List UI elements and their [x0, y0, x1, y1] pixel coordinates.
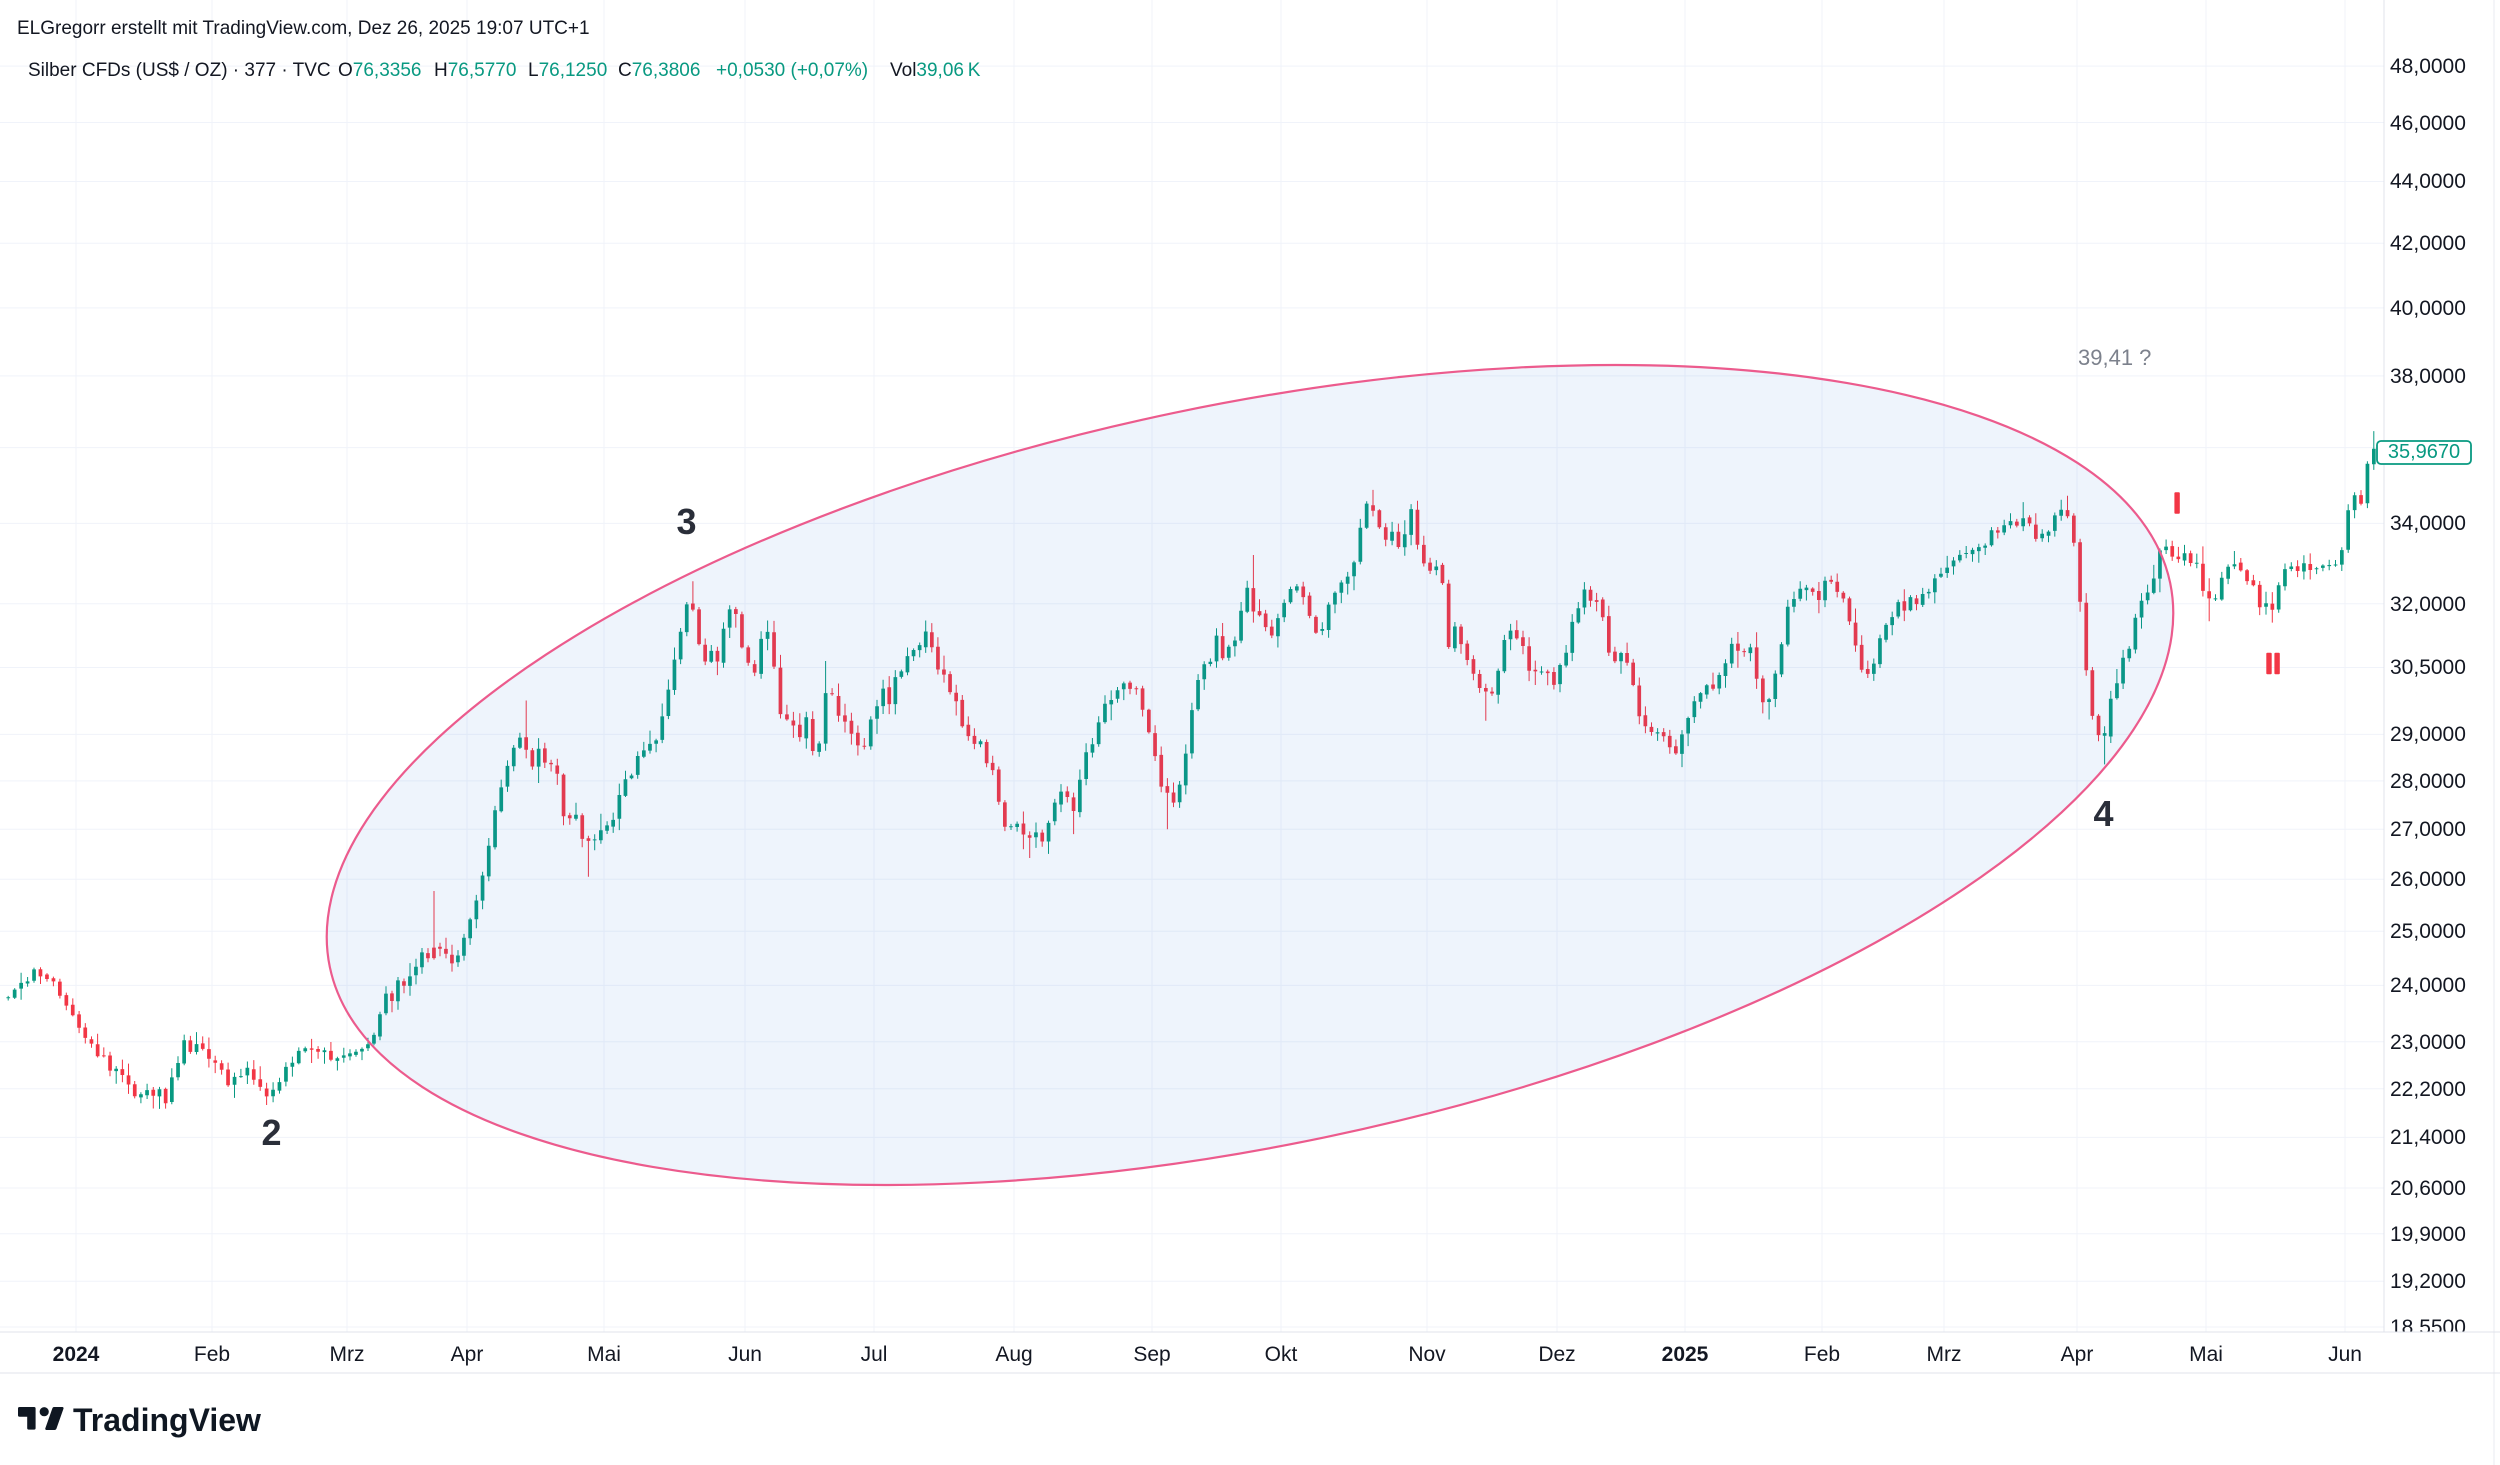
svg-text:26,0000: 26,0000: [2390, 868, 2466, 891]
svg-text:24,0000: 24,0000: [2390, 974, 2466, 997]
svg-text:2024: 2024: [53, 1343, 100, 1366]
svg-text:Jun: Jun: [728, 1343, 762, 1366]
svg-text:19,2000: 19,2000: [2390, 1270, 2466, 1293]
svg-text:22,2000: 22,2000: [2390, 1078, 2466, 1101]
svg-text:44,0000: 44,0000: [2390, 170, 2466, 193]
svg-text:25,0000: 25,0000: [2390, 920, 2466, 943]
svg-text:Sep: Sep: [1133, 1343, 1170, 1366]
svg-text:O76,3356: O76,3356: [338, 60, 421, 81]
svg-text:Feb: Feb: [1804, 1343, 1840, 1366]
svg-text:TradingView: TradingView: [73, 1402, 261, 1438]
svg-text:28,0000: 28,0000: [2390, 770, 2466, 793]
svg-text:40,0000: 40,0000: [2390, 297, 2466, 320]
svg-text:29,0000: 29,0000: [2390, 723, 2466, 746]
svg-text:39,41 ?: 39,41 ?: [2078, 345, 2151, 370]
svg-text:2: 2: [261, 1112, 281, 1153]
svg-text:27,0000: 27,0000: [2390, 818, 2466, 841]
svg-text:19,9000: 19,9000: [2390, 1223, 2466, 1246]
svg-text:Mai: Mai: [2189, 1343, 2223, 1366]
svg-text:20,6000: 20,6000: [2390, 1177, 2466, 1200]
svg-text:Vol39,06 K: Vol39,06 K: [890, 60, 981, 81]
svg-text:Mrz: Mrz: [1927, 1343, 1962, 1366]
svg-text:Jun: Jun: [2328, 1343, 2362, 1366]
svg-text:30,5000: 30,5000: [2390, 656, 2466, 679]
svg-text:2025: 2025: [1662, 1343, 1709, 1366]
svg-text:Jul: Jul: [861, 1343, 888, 1366]
svg-text:Dez: Dez: [1538, 1343, 1575, 1366]
svg-text:21,4000: 21,4000: [2390, 1126, 2466, 1149]
svg-text:3: 3: [676, 501, 696, 542]
svg-text:23,0000: 23,0000: [2390, 1031, 2466, 1054]
svg-text:+0,0530 (+0,07%): +0,0530 (+0,07%): [716, 60, 868, 81]
svg-text:48,0000: 48,0000: [2390, 55, 2466, 78]
svg-text:42,0000: 42,0000: [2390, 232, 2466, 255]
svg-text:35,9670: 35,9670: [2388, 441, 2460, 463]
svg-text:C76,3806: C76,3806: [618, 60, 700, 81]
svg-text:Mrz: Mrz: [330, 1343, 365, 1366]
svg-text:Aug: Aug: [995, 1343, 1032, 1366]
svg-text:H76,5770: H76,5770: [434, 60, 516, 81]
svg-text:32,0000: 32,0000: [2390, 593, 2466, 616]
svg-text:L76,1250: L76,1250: [528, 60, 607, 81]
svg-text:Feb: Feb: [194, 1343, 230, 1366]
svg-text:Apr: Apr: [451, 1343, 484, 1366]
svg-text:Mai: Mai: [587, 1343, 621, 1366]
svg-text:46,0000: 46,0000: [2390, 112, 2466, 135]
svg-text:Nov: Nov: [1408, 1343, 1446, 1366]
svg-text:Silber CFDs (US$ / OZ) · 377 ·: Silber CFDs (US$ / OZ) · 377 · TVC: [28, 60, 331, 81]
svg-text:34,0000: 34,0000: [2390, 512, 2466, 535]
svg-text:Okt: Okt: [1265, 1343, 1298, 1366]
svg-text:38,0000: 38,0000: [2390, 365, 2466, 388]
svg-text:ELGregorr erstellt mit Trading: ELGregorr erstellt mit TradingView.com, …: [17, 18, 590, 39]
svg-text:4: 4: [2093, 793, 2113, 834]
svg-text:Apr: Apr: [2061, 1343, 2094, 1366]
